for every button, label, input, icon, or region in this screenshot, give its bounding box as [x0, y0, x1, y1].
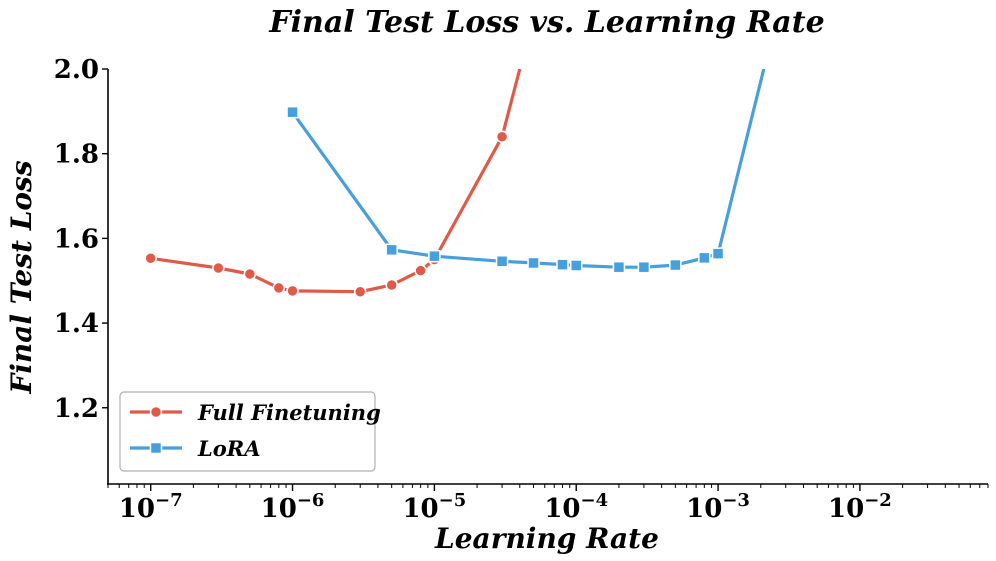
- series-line-lora: [291, 69, 766, 269]
- x-tick-label: 10−3: [686, 490, 750, 524]
- x-tick-label: 10−2: [828, 490, 892, 524]
- y-tick-label: 2.0: [54, 55, 99, 85]
- x-tick-label: 10−4: [544, 490, 608, 524]
- data-point-lora: [698, 251, 711, 265]
- legend-label-lora: LoRA: [197, 436, 261, 461]
- y-tick-label: 1.6: [54, 224, 99, 254]
- data-point-full-finetuning: [212, 261, 225, 275]
- legend-frame: [119, 391, 376, 472]
- x-axis-label: Learning Rate: [434, 522, 659, 555]
- data-point-full-finetuning: [286, 284, 299, 298]
- legend-marker-lora: [149, 441, 163, 455]
- legend-marker-full-finetuning: [149, 405, 163, 419]
- data-point-lora: [669, 258, 682, 272]
- plot-area: 1.2 1.4 1.6 1.8 2.0 10−7 10−6 10−5 10−4 10−3 10−2: [54, 55, 989, 524]
- data-point-full-finetuning: [495, 130, 509, 144]
- data-point-lora: [428, 249, 441, 263]
- legend: Full Finetuning LoRA: [119, 391, 381, 472]
- legend-label-full-finetuning: Full Finetuning: [197, 400, 381, 425]
- y-tick-label: 1.2: [54, 394, 99, 424]
- data-point-lora: [556, 258, 569, 271]
- data-point-full-finetuning: [144, 252, 157, 265]
- data-point-lora: [385, 243, 398, 257]
- data-point-full-finetuning: [243, 267, 257, 281]
- x-tick-label: 10−6: [261, 490, 325, 524]
- data-point-lora: [612, 260, 626, 274]
- y-tick-label: 1.8: [54, 140, 99, 170]
- data-point-full-finetuning: [353, 285, 367, 298]
- data-point-lora: [527, 256, 540, 270]
- data-point-lora: [286, 105, 299, 119]
- data-point-lora: [637, 260, 651, 274]
- data-point-lora: [495, 255, 509, 268]
- data-point-full-finetuning: [385, 278, 398, 292]
- y-axis-label: Final Test Loss: [5, 160, 38, 394]
- data-point-full-finetuning: [272, 281, 286, 295]
- y-tick-label: 1.4: [54, 309, 99, 339]
- data-point-full-finetuning: [414, 264, 427, 277]
- x-tick-label: 10−7: [119, 490, 183, 524]
- x-tick-label: 10−5: [402, 490, 466, 524]
- data-point-lora: [711, 247, 725, 260]
- data-point-lora: [569, 259, 583, 272]
- chart-title: Final Test Loss vs. Learning Rate: [268, 5, 824, 40]
